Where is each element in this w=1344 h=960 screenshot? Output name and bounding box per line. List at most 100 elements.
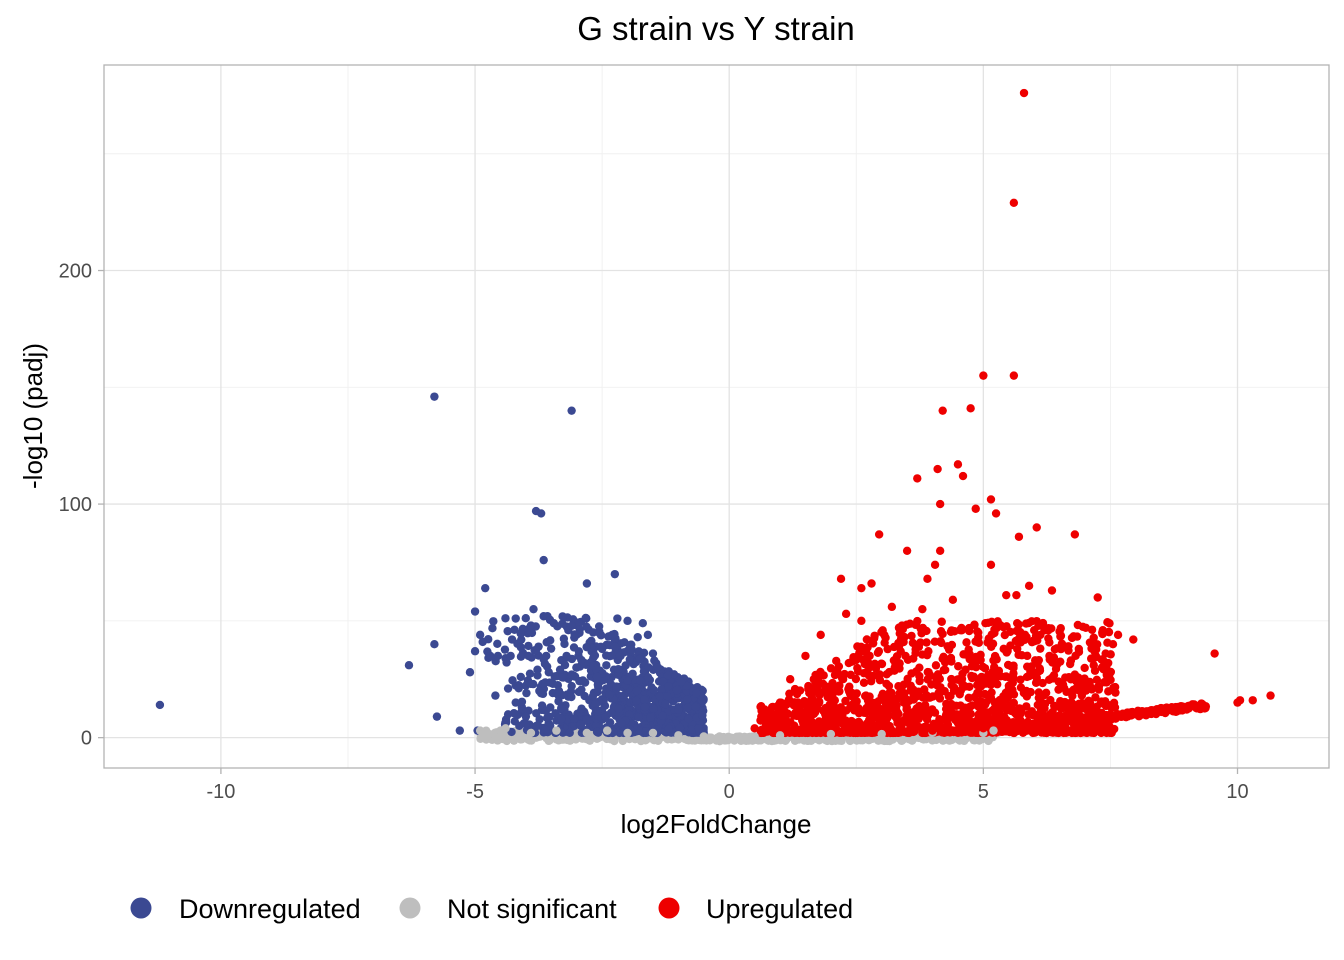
point-downregulated: [581, 613, 590, 623]
point-downregulated: [644, 663, 653, 672]
point-upregulated: [775, 698, 785, 707]
point-downregulated: [621, 661, 630, 670]
point-upregulated: [1078, 622, 1088, 632]
point-upregulated: [907, 669, 916, 678]
point-upregulated: [1009, 371, 1019, 380]
point-upregulated: [1091, 645, 1101, 654]
point-downregulated: [635, 676, 645, 685]
point-upregulated: [1009, 698, 1018, 708]
point-downregulated: [526, 621, 536, 630]
point-upregulated: [957, 623, 966, 633]
point-upregulated: [843, 728, 852, 737]
point-upregulated: [906, 681, 915, 690]
point-upregulated: [1034, 709, 1044, 719]
x-tick-label: 5: [978, 781, 989, 803]
point-upregulated: [1012, 590, 1021, 600]
point-upregulated: [1070, 530, 1080, 539]
point-upregulated: [935, 688, 945, 697]
point-downregulated: [556, 703, 566, 713]
point-downregulated: [623, 676, 632, 686]
point-downregulated: [574, 687, 584, 697]
point-upregulated: [1113, 630, 1123, 640]
point-downregulated: [544, 668, 553, 677]
point-upregulated: [1006, 641, 1015, 650]
legend-key-not-significant: [399, 897, 421, 919]
point-upregulated: [1071, 651, 1080, 660]
point-downregulated: [522, 688, 531, 698]
point-upregulated: [863, 696, 873, 705]
point-downregulated: [614, 704, 624, 713]
point-upregulated: [1022, 632, 1031, 642]
point-upregulated: [875, 712, 884, 721]
point-upregulated: [920, 700, 930, 710]
point-upregulated: [1022, 702, 1031, 711]
point-upregulated: [897, 621, 907, 630]
point-downregulated: [536, 509, 546, 518]
point-upregulated: [808, 695, 817, 704]
point-downregulated: [692, 689, 701, 698]
point-not-significant: [882, 736, 892, 746]
point-downregulated: [560, 660, 570, 670]
point-upregulated: [1098, 626, 1108, 635]
point-downregulated: [691, 702, 701, 712]
point-upregulated: [859, 708, 868, 717]
point-downregulated: [511, 698, 520, 707]
point-downregulated: [540, 659, 550, 668]
point-not-significant: [493, 736, 502, 745]
point-downregulated: [582, 579, 592, 588]
point-upregulated: [979, 371, 988, 380]
point-upregulated: [956, 701, 965, 710]
point-upregulated: [941, 704, 951, 714]
point-downregulated: [605, 690, 614, 699]
point-downregulated: [455, 726, 465, 735]
point-upregulated: [803, 728, 813, 738]
point-downregulated: [643, 673, 653, 682]
point-upregulated: [1085, 682, 1095, 691]
point-not-significant: [552, 726, 561, 735]
point-downregulated: [541, 706, 551, 716]
point-upregulated: [1044, 634, 1053, 643]
point-downregulated: [649, 685, 659, 695]
point-upregulated: [994, 666, 1004, 676]
point-upregulated: [960, 682, 970, 691]
point-downregulated: [576, 720, 585, 729]
point-downregulated: [646, 713, 655, 722]
y-tick-label: 100: [59, 494, 92, 516]
point-upregulated: [990, 625, 999, 634]
point-upregulated: [834, 662, 844, 671]
point-downregulated: [582, 642, 591, 652]
point-downregulated: [532, 709, 541, 718]
point-upregulated: [774, 705, 783, 715]
point-upregulated: [900, 715, 909, 725]
point-upregulated: [907, 631, 916, 641]
point-downregulated: [481, 583, 490, 593]
point-upregulated: [933, 670, 943, 679]
point-downregulated: [524, 651, 533, 661]
point-upregulated: [1013, 721, 1022, 730]
point-downregulated: [599, 675, 608, 685]
point-upregulated: [1106, 712, 1115, 721]
point-not-significant: [874, 736, 883, 745]
data-points: [155, 88, 1275, 742]
point-downregulated: [570, 633, 579, 642]
point-upregulated: [939, 665, 948, 675]
point-upregulated: [950, 683, 959, 692]
point-upregulated: [813, 727, 822, 736]
point-upregulated: [828, 678, 837, 688]
point-upregulated: [1016, 675, 1025, 684]
point-not-significant: [699, 732, 708, 741]
point-upregulated: [1248, 696, 1257, 705]
point-upregulated: [926, 671, 935, 680]
point-upregulated: [918, 728, 927, 738]
point-upregulated: [984, 618, 993, 628]
point-downregulated: [648, 649, 658, 658]
point-downregulated: [546, 644, 556, 653]
point-upregulated: [887, 602, 897, 612]
point-upregulated: [1019, 88, 1029, 98]
point-upregulated: [877, 659, 887, 669]
point-upregulated: [935, 716, 945, 726]
point-upregulated: [1076, 728, 1085, 738]
point-not-significant: [725, 733, 734, 742]
point-downregulated: [577, 704, 586, 713]
point-downregulated: [533, 720, 543, 730]
